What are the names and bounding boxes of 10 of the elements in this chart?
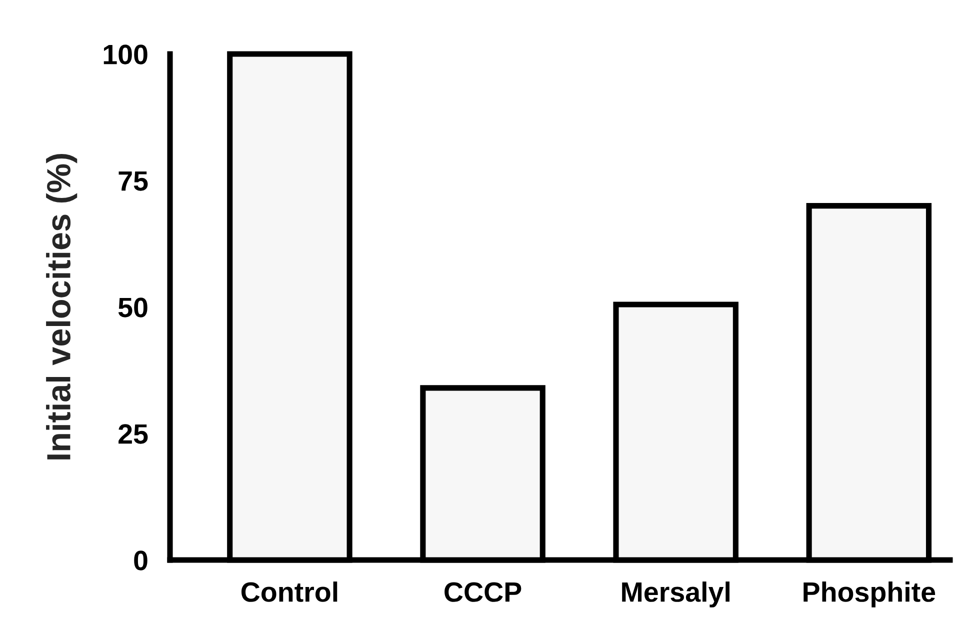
y-tick-label: 75 [118,171,148,191]
y-tick-label: 50 [118,298,148,318]
y-axis-title: Initial velocities (%) [46,154,78,460]
y-tick-label: 0 [134,550,148,570]
y-tick-label: 100 [104,44,148,64]
x-tick-label: Mersalyl [622,582,730,608]
x-tick-label: CCCP [444,582,522,602]
y-tick-label: 25 [118,424,148,444]
x-tick-label: Phosphite [804,582,936,608]
x-tick-label: Control [241,582,338,602]
